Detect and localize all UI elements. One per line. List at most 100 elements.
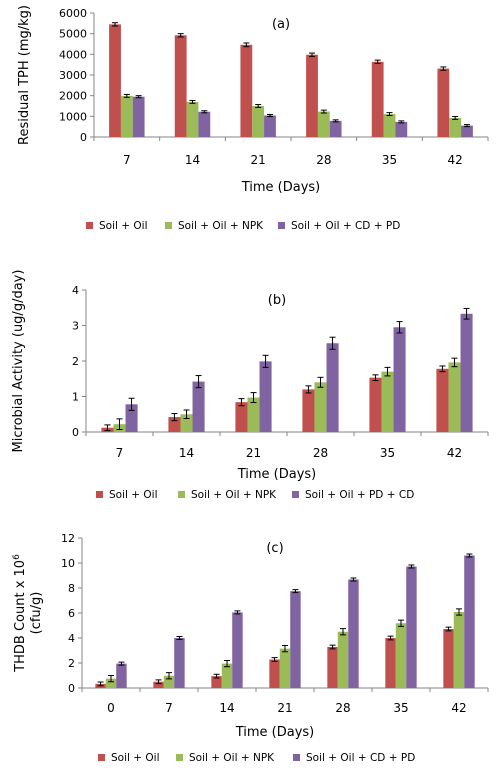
bar-3 (264, 115, 276, 137)
x-tick-label: 14 (219, 701, 234, 715)
y-tick-label: 2 (68, 657, 75, 670)
error-bar (463, 307, 470, 320)
error-bar (176, 636, 183, 640)
legend-swatch (278, 222, 285, 229)
x-tick-label: 28 (313, 446, 328, 460)
y-tick-label: 6 (68, 607, 75, 620)
bar-3 (326, 343, 339, 432)
bar-2 (252, 106, 265, 137)
bar-3 (232, 612, 243, 688)
x-tick-label: 28 (316, 153, 331, 167)
error-bar (224, 660, 230, 668)
error-bar (171, 413, 178, 422)
error-bar (396, 321, 403, 334)
y-tick-label: 4 (68, 632, 75, 645)
y-tick-label: 6000 (59, 7, 87, 20)
error-bar (332, 119, 339, 123)
chart-panel-b: 0 1 2 3 4 7 14 21 28 35 42 (b) Time (Days) Microbial … (11, 270, 489, 501)
error-bar (386, 112, 393, 117)
bar-3 (290, 591, 301, 688)
y-tick-label: 0 (72, 426, 79, 439)
legend-swatch (292, 491, 299, 498)
y-tick-label: 3000 (59, 69, 87, 82)
error-bar (374, 59, 381, 64)
error-bar (116, 418, 123, 431)
error-bar (329, 336, 336, 350)
error-bar (292, 589, 299, 594)
legend-label: Soil + Oil + CD + PD (291, 220, 400, 232)
bar-1 (235, 402, 248, 432)
error-bar (123, 93, 130, 98)
chart-panel-a: 0 1000 2000 3000 4000 5000 6000 7 14 21 28 35 42 (a) T… (17, 5, 489, 232)
bar-2 (317, 111, 330, 137)
bar-3 (174, 638, 185, 688)
y-tick-label: 0 (80, 131, 87, 144)
x-tick-label: 14 (185, 153, 200, 167)
bar-3 (461, 125, 473, 137)
y-tick-label: 4000 (59, 48, 87, 61)
y-axis-title: Microbial Activity (ug/g/day) (11, 270, 26, 453)
error-bar (282, 645, 288, 653)
error-bar (350, 577, 357, 582)
bar-2 (449, 117, 462, 137)
bar-2 (163, 675, 175, 688)
legend-swatch (98, 754, 105, 761)
x-axis-title: Time (Days) (237, 467, 317, 482)
y-tick-label: 8 (68, 582, 75, 595)
error-bar (201, 110, 208, 114)
bar-3 (259, 361, 272, 432)
error-bar (177, 33, 184, 38)
error-bar (398, 619, 404, 627)
legend-label: Soil + Oil + PD + CD (305, 489, 414, 501)
x-tick-label: 21 (246, 446, 261, 460)
error-bar (189, 99, 196, 104)
x-tick-label: 7 (165, 701, 173, 715)
x-tick-label: 42 (448, 153, 463, 167)
error-bar (128, 397, 135, 411)
bar-3 (393, 327, 406, 432)
error-bar (452, 116, 459, 120)
x-tick-label: 28 (335, 701, 350, 715)
legend-label: Soil + Oil (109, 489, 158, 501)
error-bar (398, 120, 405, 124)
error-bar (445, 626, 452, 632)
x-tick-label: 7 (116, 446, 124, 460)
x-tick-label: 14 (179, 446, 194, 460)
bar-3 (395, 121, 408, 137)
bar-2 (279, 648, 291, 688)
error-bar (213, 673, 220, 679)
bar-1 (443, 629, 454, 688)
error-bar (340, 628, 346, 636)
y-tick-label: 1000 (59, 110, 87, 123)
legend: Soil + Oil Soil + Oil + NPK Soil + Oil + C… (86, 220, 400, 232)
error-bar (155, 679, 162, 685)
error-bar (309, 52, 316, 57)
panel-label: (a) (272, 17, 290, 32)
error-bar (463, 124, 470, 128)
x-tick-label: 35 (382, 153, 397, 167)
bar-2 (448, 362, 461, 432)
bar-1 (269, 659, 280, 688)
bar-1 (153, 681, 164, 688)
panel-label: (c) (266, 541, 283, 556)
bar-1 (437, 68, 450, 137)
y-tick-label: 12 (61, 532, 75, 545)
y-tick-label: 1 (72, 391, 79, 404)
bar-2 (221, 663, 233, 688)
y-axis-title: THDB Count x 106 (12, 554, 28, 673)
error-bar (320, 109, 327, 114)
legend-label: Soil + Oil + NPK (191, 489, 277, 501)
legend-label: Soil + Oil + NPK (178, 220, 264, 232)
y-axis-title-unit: (cfu/g) (29, 592, 44, 635)
error-bar (166, 672, 172, 680)
x-tick-label: 42 (451, 701, 466, 715)
bar-1 (109, 24, 121, 137)
y-tick-label: 5000 (59, 28, 87, 41)
bar-2 (180, 414, 193, 432)
x-axis-title: Time (Days) (235, 725, 315, 740)
bar-1 (302, 389, 315, 432)
bar-1 (371, 61, 384, 138)
error-bar (456, 608, 462, 616)
error-bar (451, 357, 458, 368)
bar-1 (385, 638, 396, 688)
